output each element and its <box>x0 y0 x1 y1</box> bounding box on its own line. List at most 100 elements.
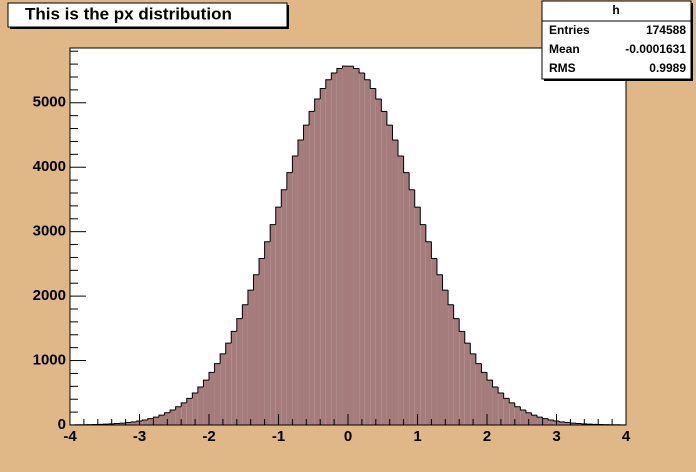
bar <box>447 290 454 425</box>
bar <box>348 65 354 425</box>
bar-fill <box>314 99 321 425</box>
bar <box>380 99 387 426</box>
bar-fill <box>464 343 471 425</box>
bar-outline <box>336 67 343 74</box>
bar-fill <box>475 363 482 425</box>
bar <box>408 172 415 425</box>
bar-outline <box>397 140 404 157</box>
bar <box>536 415 543 425</box>
bar-fill <box>186 398 193 425</box>
bar <box>414 189 421 425</box>
bar-outline <box>258 257 265 275</box>
bar-fill <box>537 417 543 425</box>
bar-outline <box>202 379 209 388</box>
bar <box>419 207 426 425</box>
bar-fill <box>214 363 221 425</box>
bar-fill <box>442 290 449 425</box>
bar-outline <box>247 289 254 305</box>
bar-outline <box>297 139 304 156</box>
stats-value: -0.0001631 <box>625 42 686 56</box>
stats-title: h <box>612 3 619 17</box>
bar <box>369 79 376 426</box>
bar <box>291 155 298 425</box>
bar <box>375 88 382 425</box>
bar <box>152 416 159 425</box>
bar-outline <box>525 409 532 414</box>
bar-outline <box>303 124 310 141</box>
bar <box>208 371 215 425</box>
bar-fill <box>331 73 337 425</box>
bar <box>353 66 360 425</box>
bar-outline <box>369 79 376 89</box>
bar-outline <box>175 406 182 410</box>
bar <box>464 331 471 425</box>
bar-outline <box>180 402 187 407</box>
y-tick-label: 1000 <box>33 352 66 369</box>
bar-fill <box>353 68 360 425</box>
bar-fill <box>348 66 354 425</box>
bar <box>241 304 248 425</box>
bar-outline <box>430 241 437 259</box>
bar <box>492 380 499 425</box>
bar-outline <box>353 66 360 69</box>
bar-outline <box>164 412 171 416</box>
bar-fill <box>320 88 326 426</box>
bar <box>252 274 260 425</box>
bar-outline <box>453 304 460 320</box>
bar <box>469 343 476 425</box>
bar-fill <box>264 241 271 425</box>
bar-outline <box>314 98 321 112</box>
bar-fill <box>303 125 310 425</box>
bar-fill <box>414 207 421 425</box>
bar <box>497 387 504 425</box>
bar-outline <box>464 331 471 344</box>
bar-fill <box>259 258 265 425</box>
stats-label: Entries <box>549 23 590 37</box>
bar-fill <box>425 241 432 425</box>
bar-outline <box>480 363 487 373</box>
bar-outline <box>341 65 348 69</box>
bar-outline <box>458 318 465 332</box>
bar <box>519 406 526 425</box>
bar-fill <box>158 415 165 425</box>
bar-outline <box>125 422 132 424</box>
bar-outline <box>230 330 237 344</box>
bar-fill <box>181 402 187 425</box>
x-tick-label: -3 <box>133 428 146 445</box>
bar-fill <box>120 423 126 425</box>
bar <box>169 409 176 425</box>
bar <box>514 402 521 425</box>
bar <box>358 68 365 425</box>
bar-fill <box>147 418 154 425</box>
bar-outline <box>569 422 576 424</box>
bar-outline <box>375 88 382 100</box>
bar <box>247 289 254 425</box>
bar-outline <box>147 418 154 420</box>
bar <box>202 379 209 425</box>
bar <box>508 398 515 425</box>
y-tick-label: 4000 <box>33 158 66 175</box>
bar <box>286 172 293 425</box>
y-tick-label: 5000 <box>33 94 66 111</box>
bar-fill <box>542 418 549 425</box>
bar <box>175 406 182 425</box>
bar-outline <box>380 99 387 112</box>
bar-fill <box>325 79 332 425</box>
bar <box>325 79 332 425</box>
bar-outline <box>492 380 499 388</box>
bar-outline <box>291 155 298 173</box>
bar-outline <box>547 418 554 421</box>
bar-fill <box>209 372 215 425</box>
bar-outline <box>264 241 271 259</box>
bar-fill <box>197 387 204 425</box>
bar <box>164 412 171 425</box>
bar-fill <box>114 423 121 425</box>
bar <box>147 418 154 425</box>
bar-fill <box>192 393 198 425</box>
bar-fill <box>436 274 443 425</box>
bar <box>180 402 187 425</box>
bar <box>158 414 165 425</box>
bar-fill <box>498 393 504 425</box>
bar-outline <box>158 414 165 418</box>
